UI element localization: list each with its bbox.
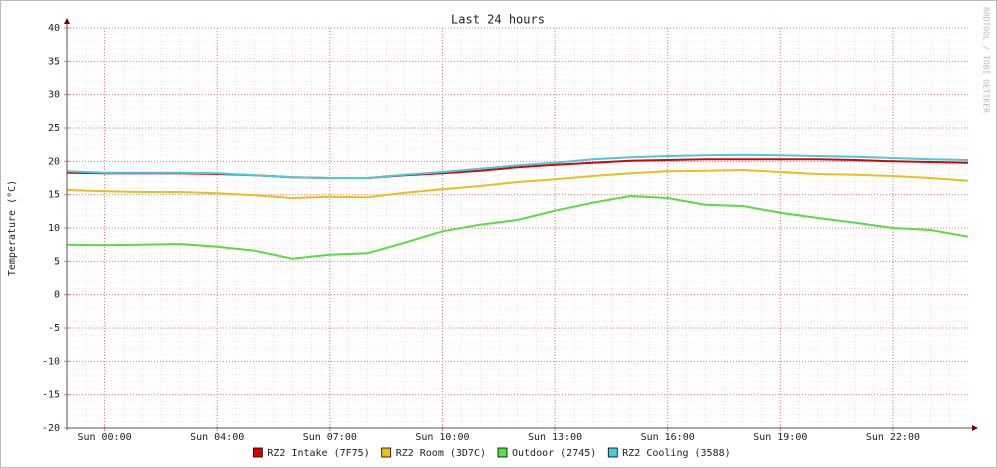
y-tick-label: 30 (48, 90, 60, 101)
y-tick-label: -15 (42, 390, 60, 401)
x-tick-label: Sun 07:00 (303, 432, 357, 443)
y-arrow (64, 18, 70, 24)
y-tick-label: -10 (42, 356, 60, 367)
x-tick-label: Sun 10:00 (415, 432, 469, 443)
y-tick-label: 25 (48, 123, 60, 134)
series-line (66, 194, 969, 260)
y-tick-label: 10 (48, 223, 60, 234)
legend-label: RZ2 Room (3D7C) (396, 448, 486, 459)
y-tick-label: 15 (48, 190, 60, 201)
series-line (66, 153, 969, 179)
y-tick-label: -20 (42, 423, 60, 434)
y-tick-label: 5 (54, 256, 60, 267)
y-axis-label: Temperature (°C) (7, 180, 18, 276)
y-tick-label: 20 (48, 156, 60, 167)
x-tick-label: Sun 19:00 (753, 432, 807, 443)
legend-label: RZ2 Cooling (3588) (622, 448, 730, 459)
y-tick-label: 40 (48, 23, 60, 34)
legend-swatch (252, 447, 263, 458)
x-arrow (972, 425, 978, 431)
x-tick-label: Sun 04:00 (190, 432, 244, 443)
legend-swatch (607, 447, 618, 458)
series-line (66, 168, 969, 200)
y-tick-label: 0 (54, 290, 60, 301)
x-tick-label: Sun 13:00 (528, 432, 582, 443)
chart-title: Last 24 hours (451, 13, 545, 27)
legend-swatch (381, 447, 392, 458)
legend-swatch (497, 447, 508, 458)
y-tick-label: -5 (48, 323, 60, 334)
legend-label: RZ2 Intake (7F75) (267, 448, 369, 459)
x-tick-label: Sun 22:00 (866, 432, 920, 443)
x-tick-label: Sun 16:00 (641, 432, 695, 443)
x-tick-label: Sun 00:00 (77, 432, 131, 443)
legend-label: Outdoor (2745) (512, 448, 596, 459)
y-tick-label: 35 (48, 56, 60, 67)
watermark: RRDTOOL / TOBI OETIKER (982, 7, 991, 113)
